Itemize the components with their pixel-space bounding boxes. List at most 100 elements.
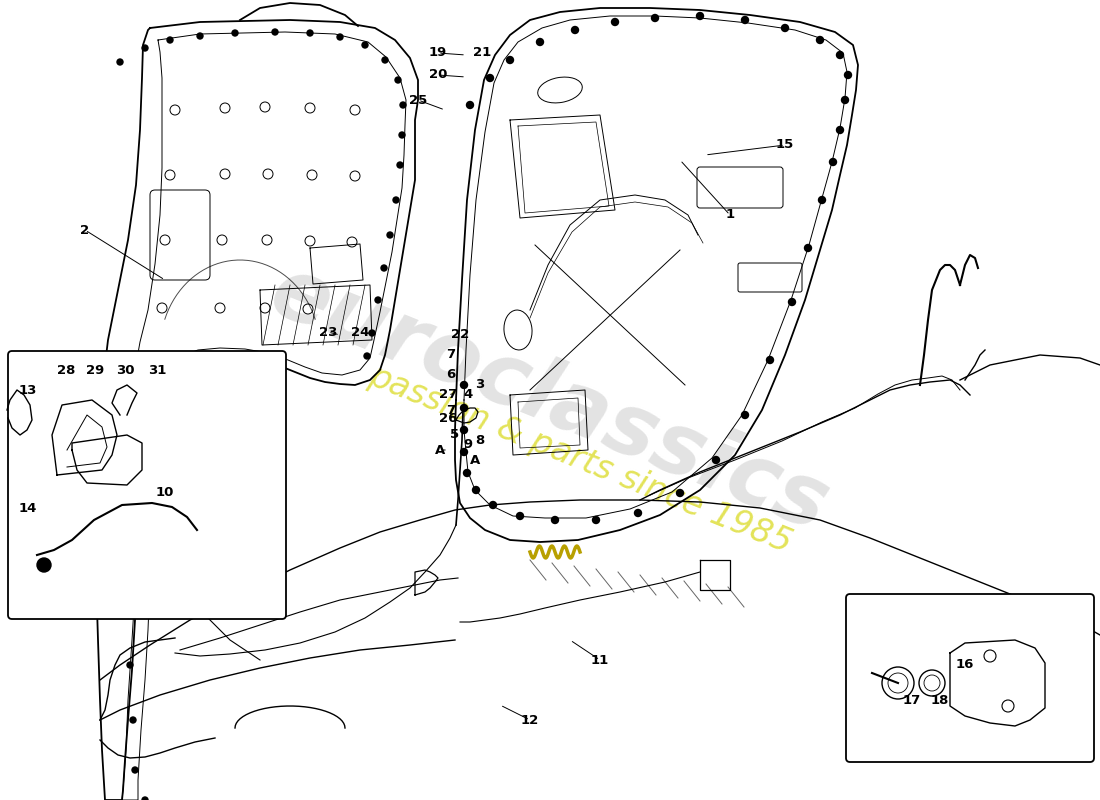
Circle shape (368, 330, 375, 336)
Circle shape (473, 486, 480, 494)
Text: 24: 24 (351, 326, 370, 338)
Circle shape (537, 38, 543, 46)
Text: 6: 6 (447, 369, 455, 382)
Circle shape (818, 197, 825, 203)
Text: 26: 26 (439, 411, 458, 425)
Text: 29: 29 (86, 363, 104, 377)
Circle shape (635, 510, 641, 517)
Circle shape (461, 382, 468, 389)
Circle shape (551, 517, 559, 523)
Circle shape (107, 387, 113, 393)
Circle shape (112, 352, 118, 358)
Text: 7: 7 (447, 349, 455, 362)
Text: 19: 19 (429, 46, 447, 59)
Circle shape (393, 197, 399, 203)
Circle shape (362, 42, 369, 48)
Circle shape (767, 357, 773, 363)
Circle shape (486, 74, 494, 82)
Text: 14: 14 (19, 502, 37, 514)
Circle shape (612, 18, 618, 26)
Text: 22: 22 (451, 329, 469, 342)
Circle shape (593, 517, 600, 523)
Text: 28: 28 (57, 363, 75, 377)
Circle shape (130, 717, 136, 723)
Text: 1: 1 (725, 209, 735, 222)
Text: 20: 20 (429, 69, 448, 82)
Circle shape (506, 57, 514, 63)
Circle shape (399, 132, 405, 138)
Text: 2: 2 (80, 223, 89, 237)
Circle shape (381, 265, 387, 271)
Text: 15: 15 (776, 138, 794, 151)
Circle shape (142, 45, 148, 51)
Circle shape (142, 797, 148, 800)
Circle shape (337, 34, 343, 40)
Text: 25: 25 (409, 94, 427, 106)
Circle shape (804, 245, 812, 251)
Text: 12: 12 (521, 714, 539, 726)
Circle shape (395, 77, 402, 83)
Text: 3: 3 (475, 378, 485, 391)
Circle shape (37, 558, 51, 572)
FancyBboxPatch shape (8, 351, 286, 619)
Circle shape (816, 37, 824, 43)
Text: A: A (434, 443, 446, 457)
Text: 10: 10 (156, 486, 174, 499)
Text: 5: 5 (450, 429, 460, 442)
Circle shape (104, 497, 111, 503)
Circle shape (364, 353, 370, 359)
Text: 4: 4 (463, 389, 473, 402)
Circle shape (167, 37, 173, 43)
Circle shape (781, 25, 789, 31)
Circle shape (197, 33, 204, 39)
Text: 31: 31 (147, 363, 166, 377)
Text: 30: 30 (116, 363, 134, 377)
Circle shape (461, 449, 468, 455)
Text: 27: 27 (439, 389, 458, 402)
Circle shape (463, 470, 471, 477)
Circle shape (461, 426, 468, 434)
Text: 9: 9 (463, 438, 473, 451)
Circle shape (490, 502, 496, 509)
Text: 18: 18 (931, 694, 949, 706)
Circle shape (651, 14, 659, 22)
Circle shape (836, 51, 844, 58)
Circle shape (107, 557, 113, 563)
Circle shape (466, 102, 473, 109)
Circle shape (387, 232, 393, 238)
Circle shape (104, 437, 110, 443)
Circle shape (117, 59, 123, 65)
Circle shape (461, 405, 468, 411)
Circle shape (397, 162, 403, 168)
FancyBboxPatch shape (846, 594, 1094, 762)
Text: 17: 17 (903, 694, 921, 706)
Circle shape (842, 97, 848, 103)
Circle shape (572, 26, 579, 34)
Circle shape (741, 411, 748, 418)
Text: euroclassics: euroclassics (258, 250, 842, 550)
Circle shape (517, 513, 524, 519)
Text: 8: 8 (475, 434, 485, 446)
Circle shape (375, 297, 381, 303)
Circle shape (132, 767, 138, 773)
Circle shape (696, 13, 704, 19)
Circle shape (400, 102, 406, 108)
Circle shape (845, 71, 851, 78)
Circle shape (713, 457, 719, 463)
Circle shape (676, 490, 683, 497)
Circle shape (307, 30, 314, 36)
Text: 7: 7 (447, 403, 455, 417)
Text: 21: 21 (473, 46, 491, 59)
Text: 16: 16 (956, 658, 975, 671)
Circle shape (232, 30, 238, 36)
Text: passion & parts since 1985: passion & parts since 1985 (364, 360, 796, 560)
Circle shape (789, 298, 795, 306)
Circle shape (836, 126, 844, 134)
Circle shape (382, 57, 388, 63)
Text: 23: 23 (319, 326, 338, 338)
Circle shape (272, 29, 278, 35)
Text: 11: 11 (591, 654, 609, 666)
Text: 13: 13 (19, 383, 37, 397)
Circle shape (741, 17, 748, 23)
Circle shape (829, 158, 836, 166)
